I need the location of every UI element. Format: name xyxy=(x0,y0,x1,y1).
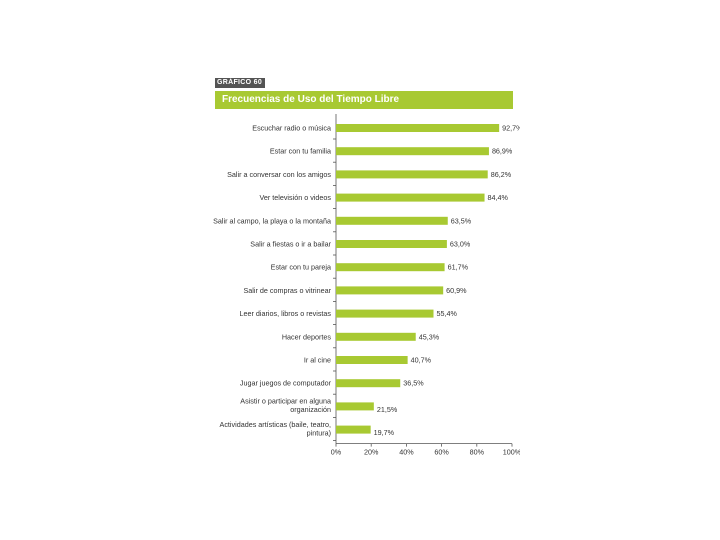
category-label: Actividades artísticas (baile, teatro, pi… xyxy=(220,420,331,438)
category-label: Ver televisión o videos xyxy=(259,193,331,202)
data-label: 92,7% xyxy=(502,124,520,133)
bar xyxy=(336,263,445,272)
data-label: 36,5% xyxy=(403,379,424,388)
data-label: 63,5% xyxy=(451,216,472,225)
category-label: Estar con tu familia xyxy=(270,147,331,156)
category-label: Jugar juegos de computador xyxy=(240,379,332,388)
chart-figure: GRÁFICO 60 Frecuencias de Uso del Tiempo… xyxy=(210,76,520,466)
data-label: 45,3% xyxy=(419,332,440,341)
bar xyxy=(336,425,371,434)
x-tick-label: 20% xyxy=(364,448,379,457)
bar xyxy=(336,124,500,132)
category-label: Hacer deportes xyxy=(282,332,332,341)
data-label: 63,0% xyxy=(450,240,471,249)
data-label: 40,7% xyxy=(411,356,432,365)
data-label: 84,4% xyxy=(488,193,509,202)
bar xyxy=(336,216,448,225)
x-tick-label: 40% xyxy=(399,448,414,457)
data-label: 21,5% xyxy=(377,405,398,414)
chart-title: Frecuencias de Uso del Tiempo Libre xyxy=(215,91,513,109)
bar xyxy=(336,332,416,341)
category-label: Salir al campo, la playa o la montaña xyxy=(213,216,331,225)
bar-chart: Escuchar radio o música 92,7% Estar con tu… xyxy=(213,114,520,457)
bar xyxy=(336,379,401,388)
x-tick-label: 100% xyxy=(503,448,520,457)
bar xyxy=(336,356,408,364)
x-tick-label: 60% xyxy=(434,448,449,457)
category-label: Asistir o participar en alguna organizaci… xyxy=(240,397,331,415)
chart-number-label: GRÁFICO 60 xyxy=(215,78,265,88)
data-label: 60,9% xyxy=(446,286,467,295)
category-label: Salir de compras o vitrinear xyxy=(244,286,332,295)
category-label: Leer diarios, libros o revistas xyxy=(240,309,332,318)
data-label: 86,2% xyxy=(491,170,512,179)
data-label: 19,7% xyxy=(374,428,395,437)
category-label: Salir a fiestas o ir a bailar xyxy=(250,240,331,249)
data-label: 61,7% xyxy=(448,263,469,272)
category-label: Escuchar radio o música xyxy=(252,124,331,133)
bar xyxy=(336,240,447,248)
x-tick-label: 0% xyxy=(331,448,342,457)
data-label: 86,9% xyxy=(492,147,513,156)
bar xyxy=(336,147,489,156)
category-label: Estar con tu pareja xyxy=(271,263,331,272)
bar xyxy=(336,286,444,295)
category-label: Salir a conversar con los amigos xyxy=(227,170,331,179)
bar xyxy=(336,309,434,318)
data-label: 55,4% xyxy=(437,309,458,318)
category-label: Ir al cine xyxy=(304,356,331,365)
bar xyxy=(336,193,485,202)
bar xyxy=(336,170,488,179)
x-tick-label: 80% xyxy=(470,448,485,457)
bar xyxy=(336,402,374,411)
